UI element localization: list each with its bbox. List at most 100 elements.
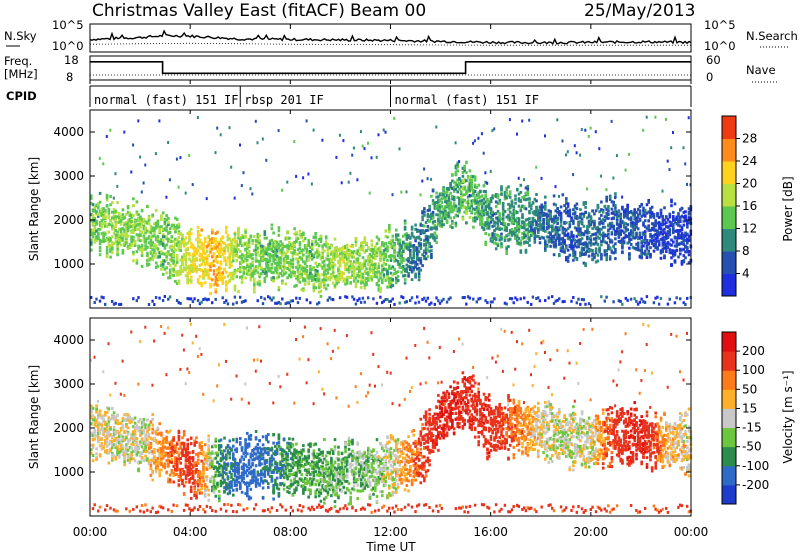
heat-cell (614, 237, 617, 241)
heat-cell (218, 251, 221, 255)
heat-cell (317, 290, 321, 294)
heat-cell (491, 240, 494, 244)
heat-cell (480, 216, 484, 220)
heat-cell (480, 225, 484, 229)
heat-cell (433, 302, 436, 306)
heat-cell (338, 247, 342, 251)
heat-cell (260, 249, 263, 253)
heat-cell (466, 184, 470, 188)
heat-cell (589, 243, 593, 247)
heat-cell (493, 127, 496, 131)
heat-cell (554, 203, 558, 207)
heat-cell (663, 222, 666, 226)
heat-cell (565, 201, 568, 205)
heat-cell (163, 217, 167, 221)
heat-cell (298, 233, 302, 237)
heat-cell (153, 228, 156, 232)
heat-cell (480, 132, 483, 136)
heat-cell (356, 257, 359, 261)
heat-cell (480, 220, 484, 224)
heat-cell (293, 140, 296, 144)
heat-cell (503, 194, 507, 198)
heat-cell (230, 271, 233, 275)
heat-cell (186, 280, 189, 284)
heat-cell (424, 249, 428, 252)
heat-cell (214, 237, 218, 241)
heat-cell (524, 234, 528, 238)
heat-cell (361, 240, 365, 244)
heat-cell (629, 224, 633, 228)
heat-cell (340, 181, 343, 185)
heat-cell (356, 279, 359, 283)
heat-cell (386, 285, 389, 289)
heat-cell (291, 265, 295, 269)
heat-cell (298, 276, 302, 280)
cpid-segment-label: normal (fast) 151 IF (395, 93, 540, 107)
heat-cell (594, 226, 598, 230)
heat-cell (249, 276, 253, 280)
heat-cell (218, 277, 221, 280)
heat-cell (491, 194, 494, 198)
heat-cell (144, 226, 147, 230)
heat-cell (147, 241, 151, 245)
heat-cell (591, 220, 594, 224)
heat-cell (258, 243, 261, 247)
heat-cell (500, 245, 503, 249)
heat-cell (484, 205, 487, 209)
heat-cell (635, 299, 638, 303)
heat-cell (540, 214, 544, 218)
heat-cell (561, 236, 565, 240)
heat-cell (223, 301, 226, 304)
heat-cell (531, 211, 535, 215)
heat-cell (158, 225, 161, 229)
heat-cell (388, 276, 391, 280)
heat-cell (435, 204, 438, 208)
heat-cell (104, 232, 107, 236)
heat-cell (473, 190, 477, 193)
heat-cell (442, 213, 445, 217)
heat-cell (537, 216, 540, 220)
heat-cell (344, 264, 347, 268)
heat-cell (109, 223, 112, 227)
heat-cell (612, 216, 615, 220)
heat-cell (356, 249, 359, 253)
heat-cell (319, 285, 323, 289)
heat-cell (642, 209, 645, 213)
heat-cell (195, 247, 198, 251)
heat-cell (449, 210, 452, 214)
heat-cell (254, 268, 258, 272)
heat-cell (232, 238, 235, 242)
heat-cell (643, 237, 647, 241)
heat-cell (359, 266, 363, 270)
heat-cell (100, 295, 103, 299)
heat-cell (652, 215, 656, 219)
heat-cell (636, 219, 640, 223)
heat-cell (537, 209, 540, 213)
heat-cell (326, 271, 330, 275)
heat-cell (484, 240, 487, 244)
heat-cell (398, 245, 402, 249)
heat-cell (146, 237, 149, 241)
heat-cell (575, 234, 579, 238)
heat-cell (400, 251, 403, 255)
heat-cell (545, 218, 549, 222)
heat-cell (426, 228, 430, 232)
heat-cell (291, 244, 295, 248)
heat-cell (624, 296, 627, 300)
heat-cell (186, 277, 189, 281)
heat-cell (149, 257, 153, 261)
heat-cell (351, 244, 354, 248)
heat-cell (624, 214, 628, 218)
heat-cell (188, 268, 191, 272)
heat-cell (477, 210, 480, 214)
heat-cell (300, 235, 303, 239)
heat-cell (345, 278, 349, 282)
heat-cell (132, 204, 135, 208)
heat-cell (305, 258, 309, 262)
heat-cell (128, 213, 132, 217)
heat-cell (196, 231, 200, 235)
heat-cell (302, 253, 305, 257)
heat-cell (649, 246, 652, 250)
heat-cell (125, 221, 128, 225)
heat-cell (430, 252, 433, 256)
